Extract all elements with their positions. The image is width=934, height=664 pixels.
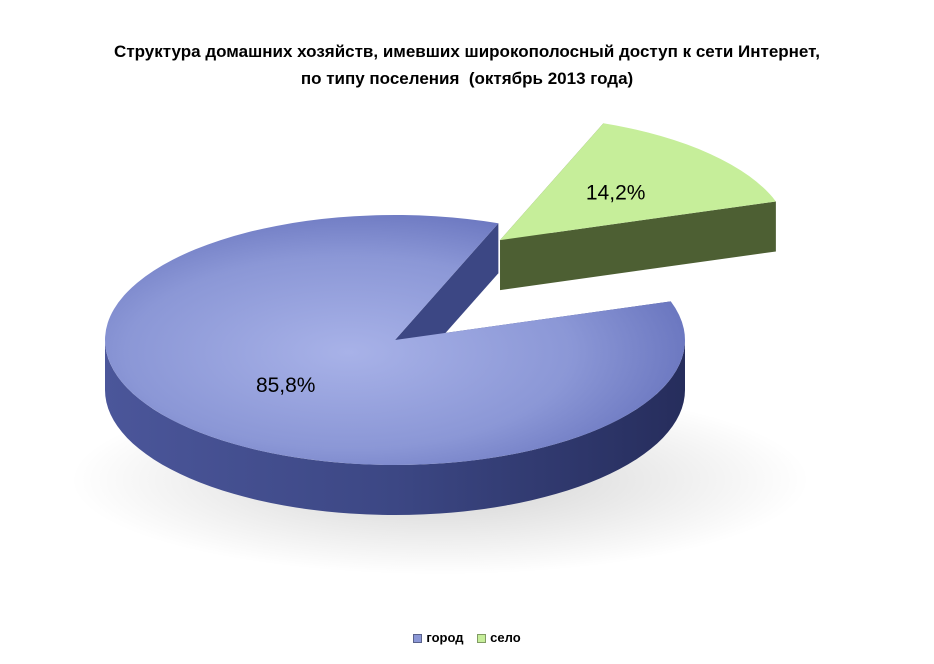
pie-side-gorod (105, 340, 685, 515)
data-label-gorod: 85,8% (256, 374, 316, 397)
chart-title-line-1: Структура домашних хозяйств, имевших шир… (114, 42, 820, 61)
pie-slice-gorod (105, 215, 686, 515)
pie-slice-selo (500, 123, 776, 291)
chart-title-line-2: по типу поселения (октябрь 2013 года) (300, 69, 634, 88)
data-label-selo: 14,2% (586, 182, 646, 205)
legend-item-selo: село (477, 630, 521, 645)
legend-label-gorod: город (426, 630, 464, 645)
pie-top-selo (500, 123, 776, 241)
legend-item-gorod: город (413, 630, 464, 645)
pie-top-gorod (105, 215, 686, 466)
legend-swatch-gorod (413, 634, 423, 643)
chart-legend: город село (0, 630, 934, 645)
chart-title: Структура домашних хозяйств, имевших шир… (0, 38, 934, 92)
pie-cut-face-selo (500, 201, 776, 291)
legend-label-selo: село (490, 630, 521, 645)
legend-swatch-selo (477, 634, 487, 643)
